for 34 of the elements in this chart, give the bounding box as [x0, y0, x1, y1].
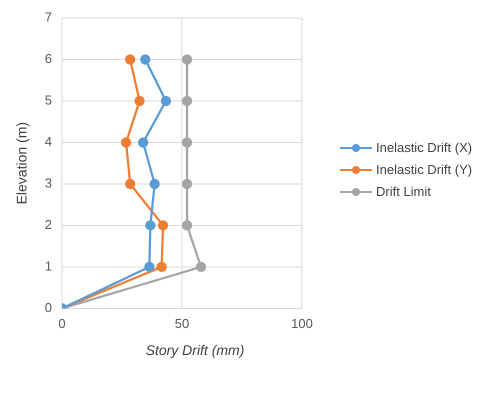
point: [182, 96, 192, 106]
point: [182, 137, 192, 148]
y-tick-label: 3: [44, 176, 52, 191]
x-tick-label: 50: [174, 316, 190, 331]
point: [125, 178, 136, 190]
x-tick-label: 0: [58, 316, 66, 331]
y-tick-label: 1: [44, 258, 52, 274]
point: [158, 220, 168, 231]
x-tick-label: 100: [291, 316, 313, 331]
point: [138, 137, 148, 148]
point: [140, 54, 150, 65]
point: [125, 54, 136, 65]
point: [182, 220, 192, 231]
y-tick-label: 5: [44, 92, 52, 108]
point: [182, 178, 192, 190]
y-tick-label: 6: [44, 51, 52, 66]
point: [134, 96, 145, 106]
point: [120, 137, 132, 148]
point: [156, 262, 167, 272]
y-tick-label: 0: [44, 300, 52, 315]
point: [160, 96, 172, 106]
x-axis-title: Story Drift (mm): [144, 342, 246, 359]
y-tick-label: 2: [44, 217, 52, 232]
y-tick-label: 7: [44, 10, 52, 25]
point: [144, 262, 155, 272]
y-tick-label: 4: [44, 134, 52, 150]
legend-label: Inelastic Drift (Y): [376, 162, 472, 177]
point: [150, 178, 160, 190]
legend-label: Drift Limit: [376, 184, 431, 199]
point: [182, 54, 192, 65]
legend-label: Inelastic Drift (X): [376, 140, 472, 155]
point: [196, 262, 206, 272]
y-axis-title: Elevation (m): [13, 122, 30, 204]
point: [145, 220, 156, 231]
